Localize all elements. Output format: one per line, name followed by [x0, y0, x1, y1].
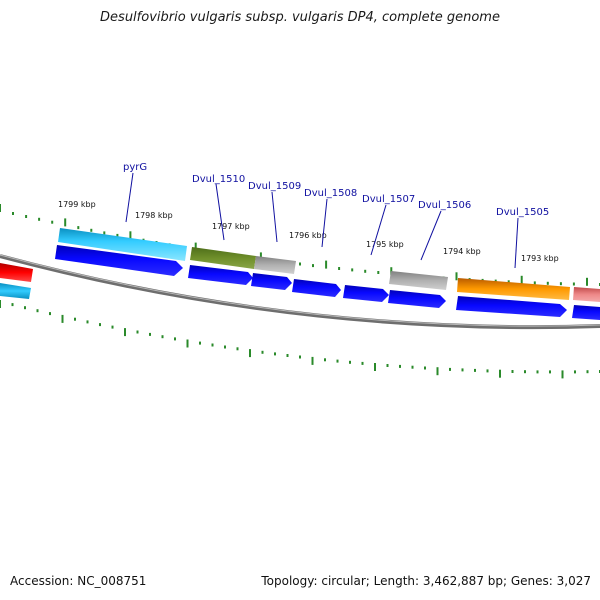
gene-label-dvul-1508: Dvul_1508	[304, 188, 357, 199]
cds-arrow-next	[572, 305, 600, 320]
map-title: Desulfovibrio vulgaris subsp. vulgaris D…	[100, 10, 500, 25]
cds-arrow-dvul-1510	[188, 265, 253, 285]
leader-dvul-1508	[321, 198, 328, 248]
leader-dvul-1507	[370, 204, 387, 256]
gene-label-dvul-1505: Dvul_1505	[496, 207, 549, 218]
cds-arrow-pyrG	[55, 245, 183, 276]
gene-label-dvul-1509: Dvul_1509	[248, 181, 301, 192]
gene-label-dvul-1506: Dvul_1506	[418, 200, 471, 211]
accession-text: Accession: NC_008751	[10, 574, 147, 588]
ruler-label-1796: 1796 kbp	[289, 231, 327, 240]
ruler-label-1798: 1798 kbp	[135, 211, 173, 220]
feature-red	[0, 263, 33, 282]
cds-arrow-dvul-1505	[456, 296, 567, 317]
feature-next	[573, 287, 600, 302]
ruler-label-1799: 1799 kbp	[58, 200, 96, 209]
gene-labels: pyrG Dvul_1510 Dvul_1509 Dvul_1508 Dvul_…	[123, 162, 549, 218]
leader-dvul-1509	[271, 191, 278, 243]
gene-label-dvul-1510: Dvul_1510	[192, 174, 245, 185]
leader-pyrG	[125, 172, 134, 223]
ruler-label-1795: 1795 kbp	[366, 240, 404, 249]
ruler-label-1797: 1797 kbp	[212, 222, 250, 231]
ruler-label-1793: 1793 kbp	[521, 254, 559, 263]
cds-arrow-dvul-1508	[292, 279, 341, 297]
feature-dvul-1505	[457, 278, 570, 300]
cds-arrow-dvul-1507	[343, 285, 389, 302]
ruler-label-1794: 1794 kbp	[443, 247, 481, 256]
feature-cyan-left	[0, 283, 31, 299]
feature-dvul-1506	[389, 271, 448, 290]
feature-dvul-1509	[254, 256, 296, 274]
leader-dvul-1505	[514, 217, 519, 269]
leader-dvul-1510	[215, 183, 225, 241]
leader-dvul-1506	[420, 210, 442, 261]
cds-track	[55, 245, 600, 320]
gene-label-dvul-1507: Dvul_1507	[362, 194, 415, 205]
cds-arrow-dvul-1506	[388, 290, 446, 308]
genome-backbone-highlight	[0, 254, 600, 327]
inner-tick-ring	[0, 300, 600, 379]
feature-track	[0, 228, 600, 302]
gene-label-pyrG: pyrG	[123, 162, 147, 173]
ruler-labels: 1799 kbp 1798 kbp 1797 kbp 1796 kbp 1795…	[58, 200, 559, 263]
feature-pyrG	[58, 228, 187, 261]
feature-dvul-1510	[190, 247, 256, 269]
cds-arrow-dvul-1509	[251, 273, 292, 290]
genome-backbone	[0, 254, 600, 330]
genome-summary-text: Topology: circular; Length: 3,462,887 bp…	[261, 574, 591, 588]
gene-leader-lines	[125, 172, 519, 269]
